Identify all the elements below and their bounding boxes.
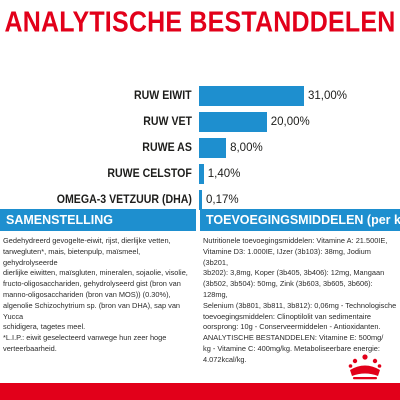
chart-category-label: RUWE AS	[142, 142, 192, 154]
chart-value-label: 8,00%	[230, 142, 263, 154]
chart-row: RUWE CELSTOF 1,40%	[0, 164, 400, 184]
chart-value-label: 0,17%	[206, 194, 239, 206]
additives-text: Nutritionele toevoegingsmiddelen: Vitami…	[203, 236, 397, 364]
chart-row: OMEGA-3 VETZUUR (DHA) 0,17%	[0, 190, 400, 210]
bottom-band	[0, 383, 400, 400]
chart-row: RUWE AS 8,00%	[0, 138, 400, 158]
chart-bar	[199, 190, 202, 210]
chart-value-label: 20,00%	[270, 116, 310, 128]
chart-bar	[199, 112, 267, 132]
chart-bar	[199, 164, 204, 184]
chart-category-label: RUWE CELSTOF	[107, 168, 192, 180]
chart-category-label: OMEGA-3 VETZUUR (DHA)	[56, 194, 192, 206]
chart-category-label: RUW VET	[143, 116, 192, 128]
chart-value-label: 1,40%	[207, 168, 241, 180]
chart-bar	[199, 86, 304, 106]
chart-category-label: RUW EIWIT	[134, 90, 192, 102]
chart-row: RUW EIWIT 31,00%	[0, 86, 400, 106]
page-title: ANALYTISCHE BESTANDDELEN	[4, 6, 396, 39]
crown-icon	[348, 354, 382, 380]
composition-heading: SAMENSTELLING	[0, 209, 196, 231]
chart-row: RUW VET 20,00%	[0, 112, 400, 132]
chart-bar	[199, 138, 227, 158]
composition-text: Gedehydreerd gevogelte-eiwit, rijst, die…	[3, 236, 188, 353]
chart-value-label: 31,00%	[308, 90, 348, 102]
additives-heading: TOEVOEGINGSMIDDELEN (per kg)	[200, 209, 400, 231]
